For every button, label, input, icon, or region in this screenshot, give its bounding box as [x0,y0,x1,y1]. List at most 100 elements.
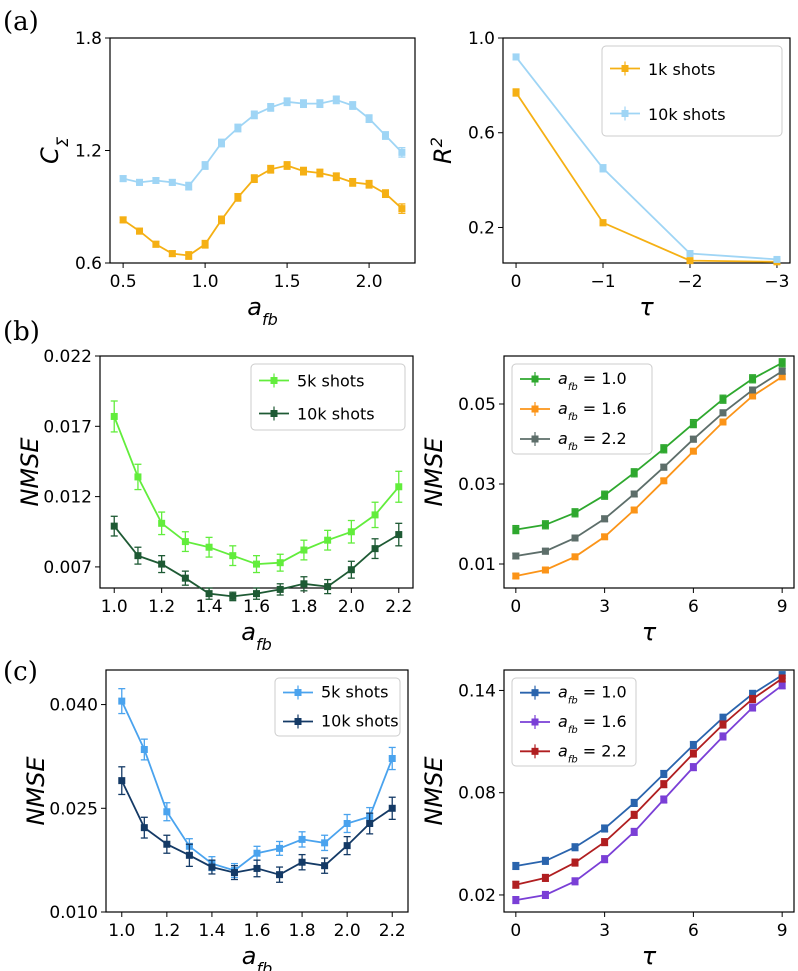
data-point [136,227,144,235]
data-point [512,552,520,560]
x-tick-label: 1.0 [192,272,219,292]
x-tick-label: 1.4 [196,597,223,617]
chart-a_right: 0 −1 −2 −3 0.2 0.6 1.0 τ R2 1k shots 10k shots [427,29,791,321]
data-point [168,178,176,186]
series-line [515,674,783,867]
series-line [515,684,783,901]
data-point [253,560,260,568]
data-point [118,697,126,705]
legend: afb = 1.0 afb = 1.6 afb = 2.2 [511,677,637,767]
x-tick-label: 9 [777,921,788,941]
chart-b_left: 1.0 1.2 1.4 1.6 1.8 2.0 2.2 0.007 0.012 0.017 0.02… [16,347,414,654]
data-point [136,178,144,186]
y-tick-label: 0.08 [458,784,496,804]
y-tick-label: 0.05 [458,395,496,415]
x-tick-label: 1.8 [290,597,317,617]
legend-label: 1k shots [648,60,715,79]
data-point [276,585,284,593]
y-tick-label: 0.6 [468,124,495,144]
data-point [541,857,549,865]
data-point [660,477,668,485]
data-point [719,409,727,417]
data-point [395,483,403,491]
y-axis-label: NMSE [420,756,448,826]
data-point [181,574,189,582]
x-tick-label: 1.0 [101,597,128,617]
series-line [515,362,783,531]
data-point [660,445,668,453]
data-point [365,180,373,188]
data-point [512,896,520,904]
data-point [630,828,638,836]
legend-label: 10k shots [321,712,399,731]
data-point [749,695,757,703]
legend-swatch-marker [531,689,539,697]
data-point [299,100,307,108]
legend: afb = 1.0 afb = 1.6 afb = 2.2 [511,363,653,455]
data-point [388,755,396,763]
data-point [300,580,308,588]
data-point [250,111,258,119]
legend-label: afb = 1.6 [558,712,627,736]
y-tick-label: 0.022 [43,347,92,367]
data-point [689,763,697,771]
legend-label: 5k shots [321,683,388,702]
data-point [778,675,786,683]
data-point [630,490,638,498]
y-tick-label: 0.02 [458,886,496,906]
data-point [163,840,171,848]
data-point [601,824,609,832]
data-point [205,543,213,551]
data-point [381,190,389,198]
data-point [324,583,332,591]
data-point [158,519,166,527]
data-point [689,435,697,443]
legend-label: afb = 2.2 [558,429,627,453]
legend-frame [250,363,406,431]
series-2 [512,674,786,889]
series-2 [512,367,786,560]
series-1 [512,681,786,905]
data-point [571,877,579,885]
data-point [689,750,697,758]
data-point [749,392,757,400]
data-point [283,98,291,106]
x-tick-label: −2 [677,272,702,292]
y-tick-label: 0.017 [43,417,92,437]
data-point [571,859,579,867]
data-point [512,88,520,96]
data-point [134,473,142,481]
data-point [140,824,148,832]
data-point [152,177,160,184]
x-tick-label: 2.0 [334,921,361,941]
data-point [689,447,697,455]
data-point [134,552,142,560]
data-point [343,842,351,850]
data-point [234,124,242,132]
series-1 [118,766,396,883]
series-line [113,416,400,566]
data-point [381,132,389,139]
data-point [630,799,638,807]
data-point [778,373,786,381]
data-point [332,173,340,181]
x-axis-label: afb [242,942,273,971]
data-point [276,871,284,879]
data-point [185,851,193,859]
data-point [630,506,638,514]
plot-frame [503,669,795,913]
legend-swatch-marker [270,410,278,417]
x-axis-label: τ [642,618,657,646]
data-point [388,804,396,812]
y-axis-label: R2 [427,137,458,164]
data-point [118,777,126,785]
y-axis-label: NMSE [420,437,448,507]
data-point [749,690,757,698]
data-point [158,560,166,568]
x-tick-label: 1.6 [243,597,270,617]
data-point [686,250,694,258]
x-tick-label: 1.0 [108,921,135,941]
data-point [599,219,607,227]
series-1 [119,95,406,191]
